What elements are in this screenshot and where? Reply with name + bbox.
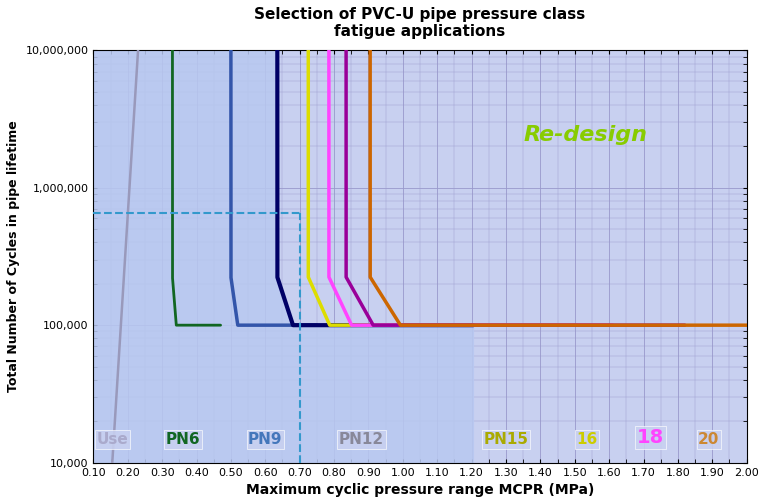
Text: Re-design: Re-design xyxy=(523,124,647,145)
Y-axis label: Total Number of Cycles in pipe lifetime: Total Number of Cycles in pipe lifetime xyxy=(7,120,20,392)
Text: PN15: PN15 xyxy=(483,432,529,447)
Title: Selection of PVC-U pipe pressure class
fatigue applications: Selection of PVC-U pipe pressure class f… xyxy=(254,7,586,39)
Polygon shape xyxy=(93,50,473,463)
X-axis label: Maximum cyclic pressure range MCPR (MPa): Maximum cyclic pressure range MCPR (MPa) xyxy=(246,483,594,497)
Text: 20: 20 xyxy=(698,432,719,447)
Text: PN6: PN6 xyxy=(165,432,200,447)
Text: 16: 16 xyxy=(576,432,597,447)
Text: PN12: PN12 xyxy=(339,432,384,447)
Text: PN9: PN9 xyxy=(248,432,283,447)
Text: Use: Use xyxy=(97,432,128,447)
Text: 18: 18 xyxy=(637,428,664,447)
